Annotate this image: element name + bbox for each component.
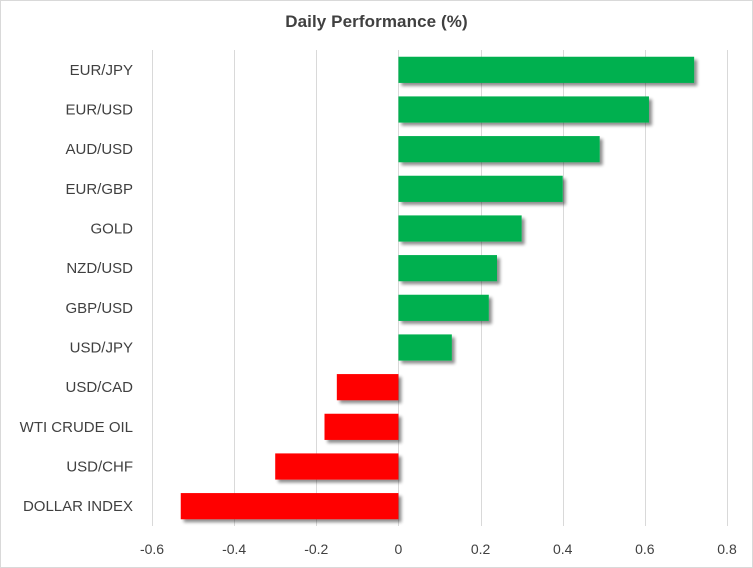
bar-eur-jpy	[398, 56, 695, 83]
category-label: AUD/USD	[65, 141, 133, 158]
category-label: USD/CAD	[65, 379, 133, 396]
bar-wti-crude-oil	[324, 413, 399, 440]
bar-dollar-index	[180, 493, 399, 520]
bar-aud-usd	[398, 136, 600, 163]
category-label: NZD/USD	[66, 260, 133, 277]
bar-usd-cad	[336, 374, 399, 401]
category-label: EUR/JPY	[70, 62, 133, 79]
bars	[180, 56, 695, 520]
chart-title: Daily Performance (%)	[285, 12, 468, 31]
x-tick-label: -0.4	[222, 541, 246, 557]
category-label: USD/JPY	[70, 340, 133, 357]
x-tick-label: 0.8	[717, 541, 737, 557]
bar-usd-chf	[275, 453, 399, 480]
bar-eur-usd	[398, 96, 649, 123]
category-label: DOLLAR INDEX	[23, 498, 133, 515]
category-label: EUR/USD	[65, 102, 133, 119]
bar-gold	[398, 215, 522, 242]
x-tick-label: 0	[395, 541, 403, 557]
bar-eur-gbp	[398, 175, 563, 202]
x-tick-label: 0.6	[635, 541, 655, 557]
x-tick-label: -0.6	[140, 541, 164, 557]
category-label: USD/CHF	[66, 459, 133, 476]
x-tick-label: -0.2	[304, 541, 328, 557]
category-label: GOLD	[90, 221, 133, 238]
bar-gbp-usd	[398, 294, 489, 321]
category-labels: EUR/JPY EUR/USD AUD/USD EUR/GBP GOLD NZD/USD G…	[20, 62, 134, 515]
category-label: EUR/GBP	[65, 181, 133, 198]
bar-usd-jpy	[398, 334, 452, 361]
bar-nzd-usd	[398, 255, 497, 282]
x-tick-labels: -0.6 -0.4 -0.2 0 0.2 0.4 0.6 0.8	[140, 541, 737, 557]
gridlines	[152, 50, 728, 526]
x-tick-label: 0.2	[471, 541, 491, 557]
category-label: GBP/USD	[65, 300, 133, 317]
category-label: WTI CRUDE OIL	[20, 419, 133, 436]
x-tick-label: 0.4	[553, 541, 573, 557]
